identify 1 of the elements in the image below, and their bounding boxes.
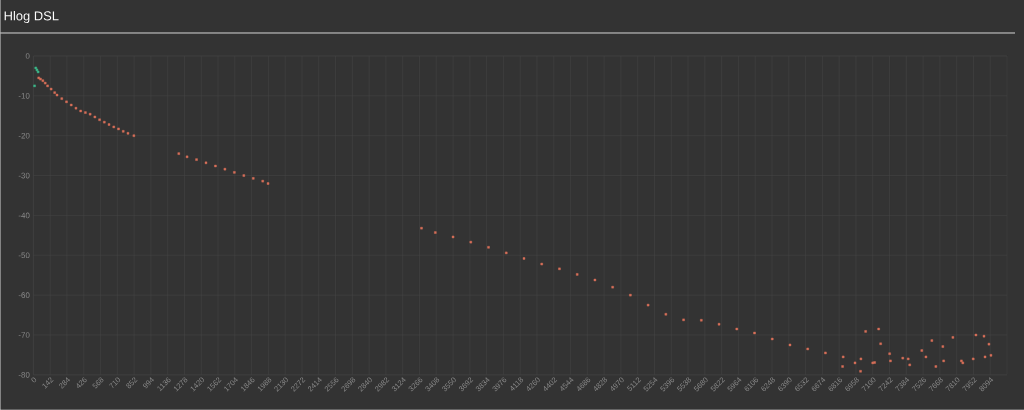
chart-title: Hlog DSL: [4, 11, 59, 24]
